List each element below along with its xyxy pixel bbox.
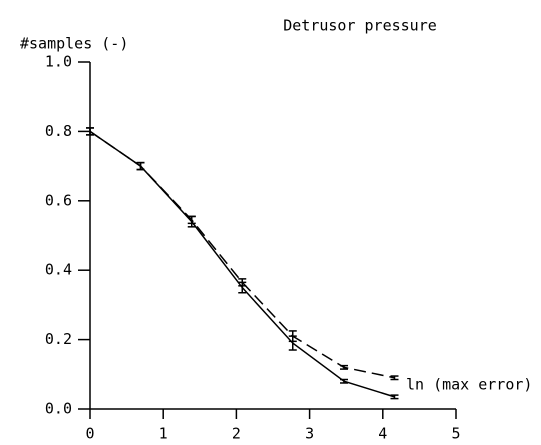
error-bar (238, 278, 247, 287)
x-axis-label: ln (max error) (406, 376, 532, 394)
series-line (89, 130, 395, 398)
x-tick-label: 3 (305, 425, 314, 443)
error-bar (390, 375, 399, 381)
error-bar (288, 330, 297, 343)
error-bar (86, 127, 94, 136)
y-tick-label: 1.0 (45, 53, 72, 71)
x-tick-label: 4 (378, 425, 387, 443)
y-tick-label: 0.0 (45, 400, 72, 418)
x-tick-label: 1 (159, 425, 168, 443)
error-bar (187, 215, 196, 225)
y-tick-label: 0.6 (45, 191, 72, 209)
x-tick-label: 0 (85, 425, 94, 443)
error-bar (340, 364, 349, 370)
y-tick-label: 0.2 (45, 330, 72, 348)
x-tick-label: 5 (451, 425, 460, 443)
y-axis-label: #samples (-) (20, 35, 128, 53)
y-tick-label: 0.8 (45, 122, 72, 140)
error-bar (340, 378, 349, 384)
series-line (89, 130, 395, 379)
x-tick-label: 2 (232, 425, 241, 443)
y-tick-label: 0.4 (45, 261, 72, 279)
error-bar (390, 394, 399, 400)
error-bar (136, 161, 145, 171)
chart-title: Detrusor pressure (283, 17, 437, 35)
